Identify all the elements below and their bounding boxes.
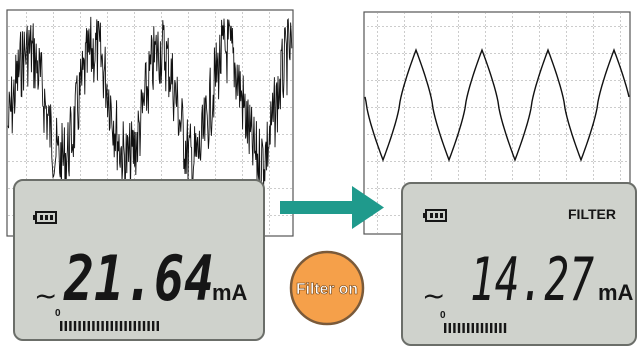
bargraph-segment (467, 323, 470, 333)
bargraph-segment (96, 321, 100, 331)
bargraph-segment (152, 321, 155, 331)
bargraph-segment (457, 323, 461, 333)
arrow-right-icon (280, 186, 384, 229)
bargraph-segment (448, 323, 451, 333)
bargraph-segment (462, 323, 465, 333)
bargraph-segment (64, 321, 67, 331)
bargraph-segment (133, 321, 136, 331)
lcd-display-before: ~ 21.64 mA 0 (13, 179, 265, 341)
bargraph-segment (101, 321, 104, 331)
bargraph-segment (471, 323, 474, 333)
bargraph (60, 321, 159, 331)
ac-symbol: ~ (422, 279, 445, 312)
bargraph-segment (480, 323, 484, 333)
bargraph-segment (494, 323, 497, 333)
bargraph-segment (490, 323, 493, 333)
battery-icon (423, 209, 447, 222)
unit-label: mA (212, 280, 248, 305)
bargraph-segment (156, 321, 159, 331)
bargraph-segment (499, 323, 502, 333)
bargraph (444, 323, 507, 333)
bargraph-segment (119, 321, 123, 331)
bargraph-segment (92, 321, 95, 331)
ac-symbol: ~ (34, 279, 57, 312)
filter-on-label: Filter on (296, 281, 358, 298)
filtered-signal-trace (364, 47, 630, 163)
bargraph-segment (69, 321, 72, 331)
bargraph-zero-label: 0 (55, 308, 61, 319)
bargraph-segment (142, 321, 146, 331)
battery-icon (33, 211, 57, 224)
bargraph-segment (503, 323, 507, 333)
bargraph-segment (129, 321, 132, 331)
filter-indicator: FILTER (568, 206, 616, 222)
bargraph-segment (110, 321, 113, 331)
bargraph-segment (73, 321, 77, 331)
bargraph-segment (147, 321, 150, 331)
bargraph-segment (444, 323, 447, 333)
bargraph-segment (453, 323, 456, 333)
bargraph-segment (138, 321, 141, 331)
bargraph-segment (78, 321, 81, 331)
bargraph-segment (485, 323, 488, 333)
meter-reading: 21.64 (63, 242, 214, 315)
meter-reading: 14.27 (470, 245, 594, 315)
bargraph-segment (87, 321, 90, 331)
filter-on-badge: Filter on (289, 250, 365, 326)
noisy-signal-trace (7, 16, 293, 196)
bargraph-zero-label: 0 (440, 310, 446, 321)
unit-label: mA (598, 280, 634, 305)
bargraph-segment (124, 321, 127, 331)
lcd-display-after: FILTER ~ 14.27 mA 0 (401, 182, 637, 346)
bargraph-segment (106, 321, 109, 331)
bargraph-segment (83, 321, 86, 331)
bargraph-segment (476, 323, 479, 333)
bargraph-segment (60, 321, 63, 331)
bargraph-segment (115, 321, 118, 331)
